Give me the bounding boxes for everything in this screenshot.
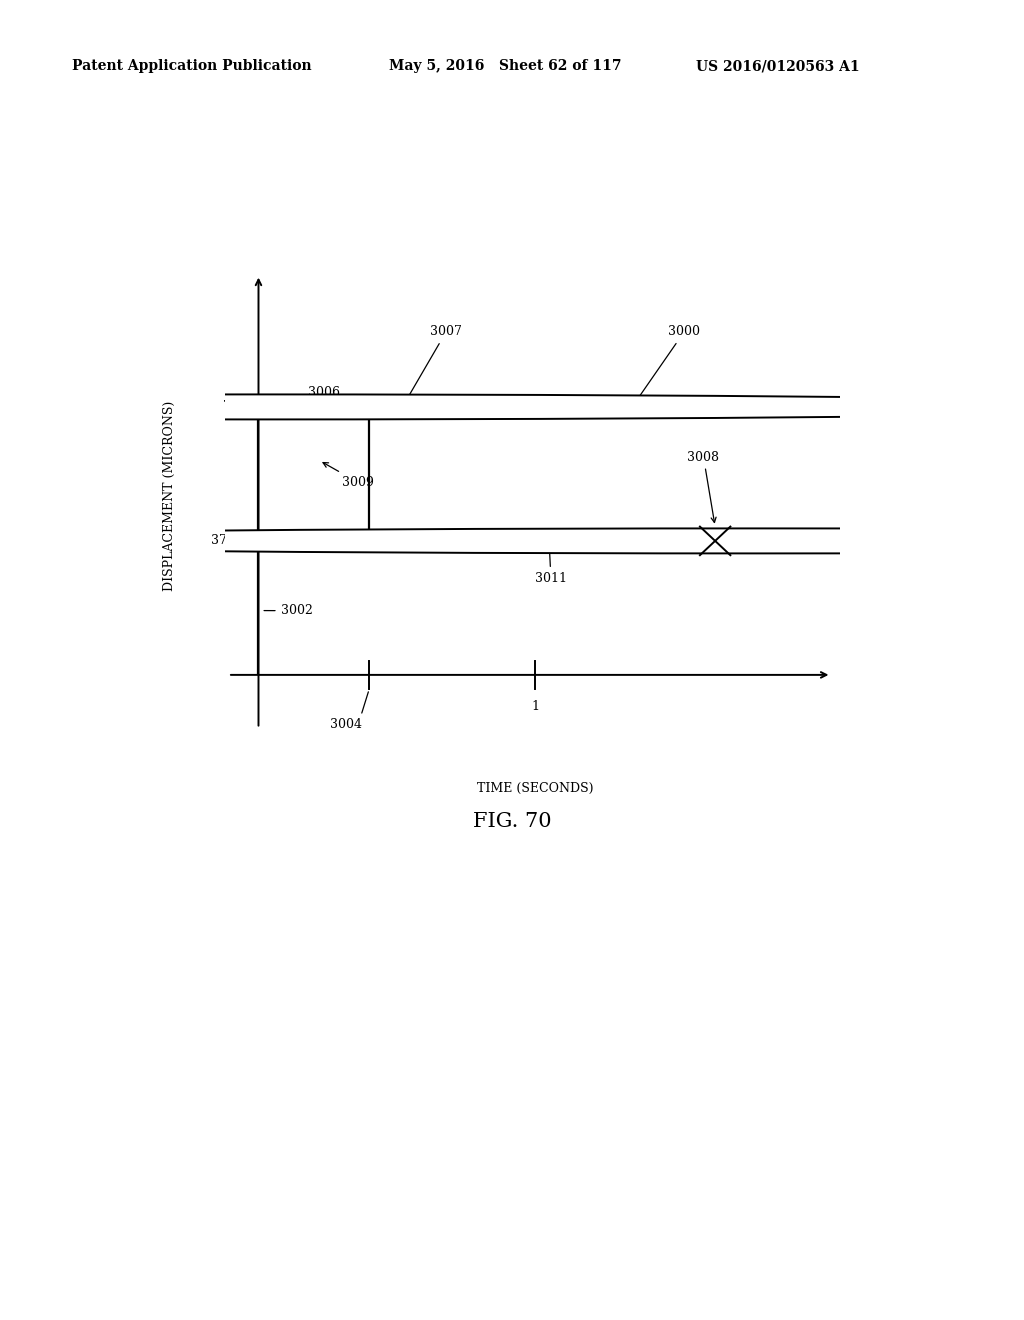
Text: FIG. 70: FIG. 70 — [473, 812, 551, 830]
Circle shape — [0, 395, 1024, 420]
Text: 3009: 3009 — [323, 462, 374, 488]
Text: 3006: 3006 — [308, 387, 340, 405]
Text: 3002: 3002 — [264, 605, 312, 618]
Text: May 5, 2016   Sheet 62 of 117: May 5, 2016 Sheet 62 of 117 — [389, 59, 622, 74]
Text: 3000: 3000 — [635, 326, 700, 404]
Circle shape — [0, 528, 1024, 553]
Text: US 2016/0120563 A1: US 2016/0120563 A1 — [696, 59, 860, 74]
Text: 3004: 3004 — [331, 692, 369, 731]
Text: DISPLACEMENT (MICRONS): DISPLACEMENT (MICRONS) — [164, 401, 176, 591]
Text: 3007: 3007 — [404, 326, 462, 404]
Text: 3011: 3011 — [536, 544, 567, 585]
Text: 3010: 3010 — [777, 531, 821, 544]
Text: 75: 75 — [223, 400, 240, 413]
Text: 3008: 3008 — [687, 450, 720, 523]
Text: 37.5: 37.5 — [212, 535, 240, 548]
Text: 1: 1 — [531, 700, 540, 713]
Text: TIME (SECONDS): TIME (SECONDS) — [477, 781, 594, 795]
Text: Patent Application Publication: Patent Application Publication — [72, 59, 311, 74]
